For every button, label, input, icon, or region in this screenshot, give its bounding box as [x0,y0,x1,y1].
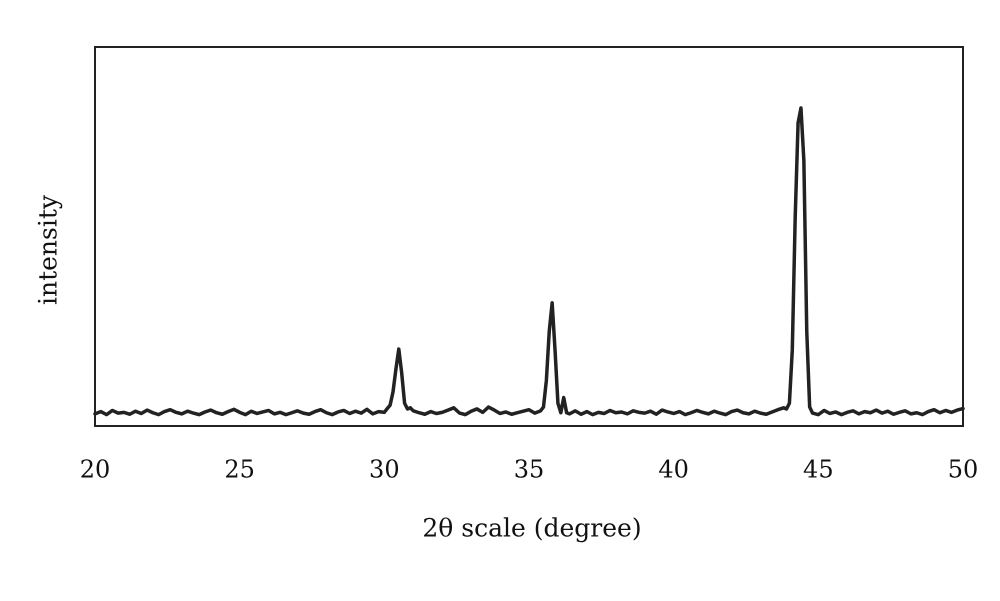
x-tick-label: 40 [658,456,689,484]
data-line [93,106,965,417]
y-axis-label: intensity [34,194,63,305]
x-tick-label: 25 [224,456,255,484]
x-axis-label: 2θ scale (degree) [422,514,641,543]
x-tick-label: 50 [948,456,979,484]
x-tick-label: 45 [803,456,834,484]
x-tick-label: 20 [80,456,111,484]
x-tick-label: 35 [514,456,545,484]
plot-frame [94,46,964,427]
x-tick-label: 30 [369,456,400,484]
